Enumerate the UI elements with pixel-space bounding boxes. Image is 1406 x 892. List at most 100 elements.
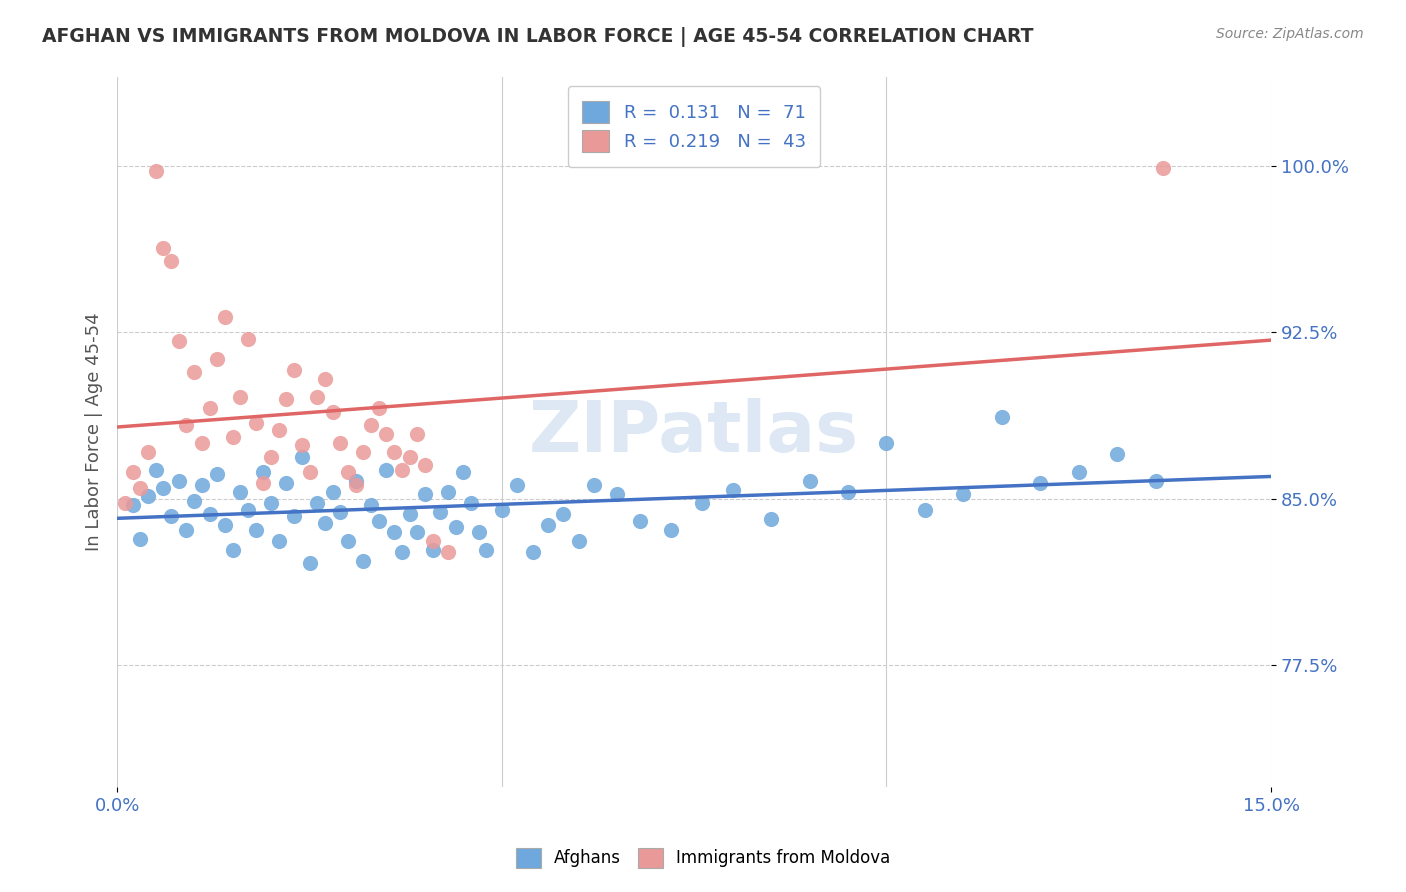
Point (360, 498, 382, 512)
Text: ZIPatlas: ZIPatlas (529, 398, 859, 467)
Point (245, 523, 267, 537)
Text: Source: ZipAtlas.com: Source: ZipAtlas.com (1216, 27, 1364, 41)
Point (214, 518, 236, 533)
Point (298, 556, 321, 570)
Point (205, 467, 228, 482)
Point (406, 524, 429, 539)
Point (229, 390, 252, 404)
Point (398, 450, 420, 464)
Point (553, 507, 575, 521)
Point (568, 533, 591, 548)
Point (314, 372, 336, 386)
Point (759, 511, 782, 525)
Point (344, 474, 367, 488)
Point (398, 507, 420, 521)
Point (167, 474, 190, 488)
Point (1152, 161, 1174, 176)
Point (221, 429, 243, 443)
Point (114, 496, 136, 510)
Point (167, 334, 190, 349)
Point (236, 332, 259, 346)
Point (307, 496, 329, 510)
Point (382, 524, 405, 539)
Point (468, 524, 491, 539)
Point (329, 436, 352, 450)
Point (329, 505, 352, 519)
Point (367, 401, 389, 415)
Point (322, 405, 344, 419)
Point (176, 418, 198, 433)
Point (145, 463, 167, 477)
Text: AFGHAN VS IMMIGRANTS FROM MOLDOVA IN LABOR FORCE | AGE 45-54 CORRELATION CHART: AFGHAN VS IMMIGRANTS FROM MOLDOVA IN LAB… (42, 27, 1033, 46)
Point (444, 520, 467, 534)
Point (336, 465, 359, 479)
Point (375, 463, 398, 477)
Point (606, 487, 628, 501)
Point (336, 533, 359, 548)
Point (382, 445, 405, 459)
Point (121, 498, 143, 512)
Point (422, 542, 444, 557)
Y-axis label: In Labor Force | Age 45-54: In Labor Force | Age 45-54 (86, 313, 103, 551)
Point (952, 487, 974, 501)
Point (690, 496, 713, 510)
Point (291, 438, 314, 452)
Point (837, 485, 859, 500)
Point (628, 514, 651, 528)
Point (375, 427, 398, 442)
Point (659, 523, 682, 537)
Point (160, 509, 183, 524)
Point (129, 532, 152, 546)
Point (875, 436, 897, 450)
Point (191, 436, 214, 450)
Point (276, 476, 298, 491)
Point (391, 463, 413, 477)
Point (1029, 476, 1052, 491)
Point (307, 390, 329, 404)
Point (183, 494, 205, 508)
Point (352, 445, 374, 459)
Point (136, 490, 159, 504)
Point (422, 533, 444, 548)
Point (298, 465, 321, 479)
Point (291, 450, 314, 464)
Point (537, 518, 560, 533)
Point (129, 481, 152, 495)
Point (276, 392, 298, 406)
Point (360, 418, 382, 433)
Point (429, 505, 451, 519)
Point (198, 507, 221, 521)
Point (214, 310, 236, 324)
Point (991, 409, 1014, 424)
Point (160, 254, 183, 268)
Point (914, 502, 936, 516)
Point (145, 163, 167, 178)
Point (283, 509, 305, 524)
Legend: R =  0.131   N =  71, R =  0.219   N =  43: R = 0.131 N = 71, R = 0.219 N = 43 (568, 87, 821, 167)
Point (252, 476, 274, 491)
Point (322, 485, 344, 500)
Point (267, 423, 290, 437)
Point (721, 483, 744, 497)
Point (152, 241, 174, 255)
Point (413, 487, 436, 501)
Legend: Afghans, Immigrants from Moldova: Afghans, Immigrants from Moldova (509, 841, 897, 875)
Point (453, 465, 475, 479)
Point (344, 478, 367, 492)
Point (314, 516, 336, 530)
Point (176, 523, 198, 537)
Point (406, 427, 429, 442)
Point (252, 465, 274, 479)
Point (229, 485, 252, 500)
Point (183, 365, 205, 379)
Point (260, 496, 283, 510)
Point (267, 533, 290, 548)
Point (1067, 465, 1090, 479)
Point (152, 481, 174, 495)
Point (460, 496, 482, 510)
Point (191, 478, 214, 492)
Point (413, 458, 436, 473)
Point (583, 478, 606, 492)
Point (283, 363, 305, 377)
Point (491, 502, 513, 516)
